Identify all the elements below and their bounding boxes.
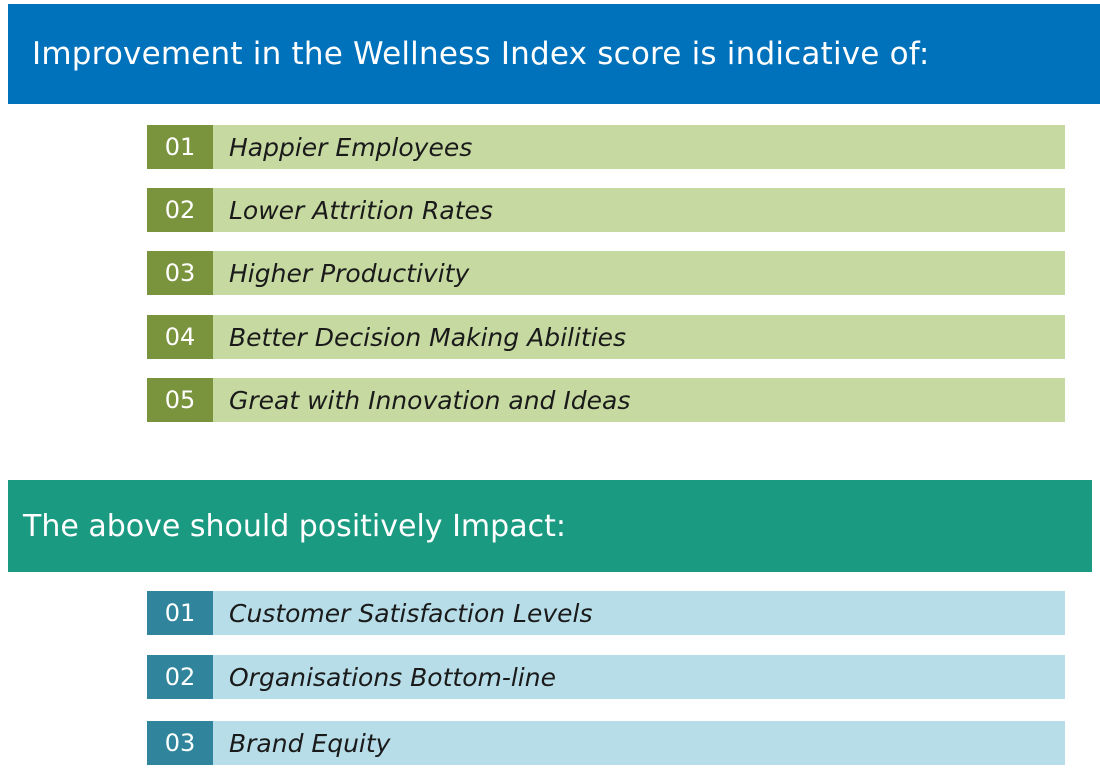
item-number: 02 — [147, 655, 213, 699]
section-1-heading-banner: Improvement in the Wellness Index score … — [8, 4, 1100, 104]
item-number: 04 — [147, 315, 213, 359]
section-2-heading: The above should positively Impact: — [23, 508, 566, 544]
item-label: Brand Equity — [213, 721, 1065, 765]
item-number: 03 — [147, 721, 213, 765]
indicator-item-02: 02 Lower Attrition Rates — [147, 188, 1065, 232]
item-label: Organisations Bottom-line — [213, 655, 1065, 699]
impact-item-03: 03 Brand Equity — [147, 721, 1065, 765]
item-label: Great with Innovation and Ideas — [213, 378, 1065, 422]
item-label: Happier Employees — [213, 125, 1065, 169]
indicator-item-01: 01 Happier Employees — [147, 125, 1065, 169]
item-number: 01 — [147, 591, 213, 635]
item-label: Lower Attrition Rates — [213, 188, 1065, 232]
indicator-item-03: 03 Higher Productivity — [147, 251, 1065, 295]
item-number: 01 — [147, 125, 213, 169]
impact-item-02: 02 Organisations Bottom-line — [147, 655, 1065, 699]
item-number: 05 — [147, 378, 213, 422]
item-label: Better Decision Making Abilities — [213, 315, 1065, 359]
indicator-item-04: 04 Better Decision Making Abilities — [147, 315, 1065, 359]
item-number: 03 — [147, 251, 213, 295]
impact-item-01: 01 Customer Satisfaction Levels — [147, 591, 1065, 635]
item-label: Higher Productivity — [213, 251, 1065, 295]
item-number: 02 — [147, 188, 213, 232]
item-label: Customer Satisfaction Levels — [213, 591, 1065, 635]
section-2-heading-banner: The above should positively Impact: — [8, 480, 1092, 572]
indicator-item-05: 05 Great with Innovation and Ideas — [147, 378, 1065, 422]
section-1-heading: Improvement in the Wellness Index score … — [32, 36, 930, 72]
